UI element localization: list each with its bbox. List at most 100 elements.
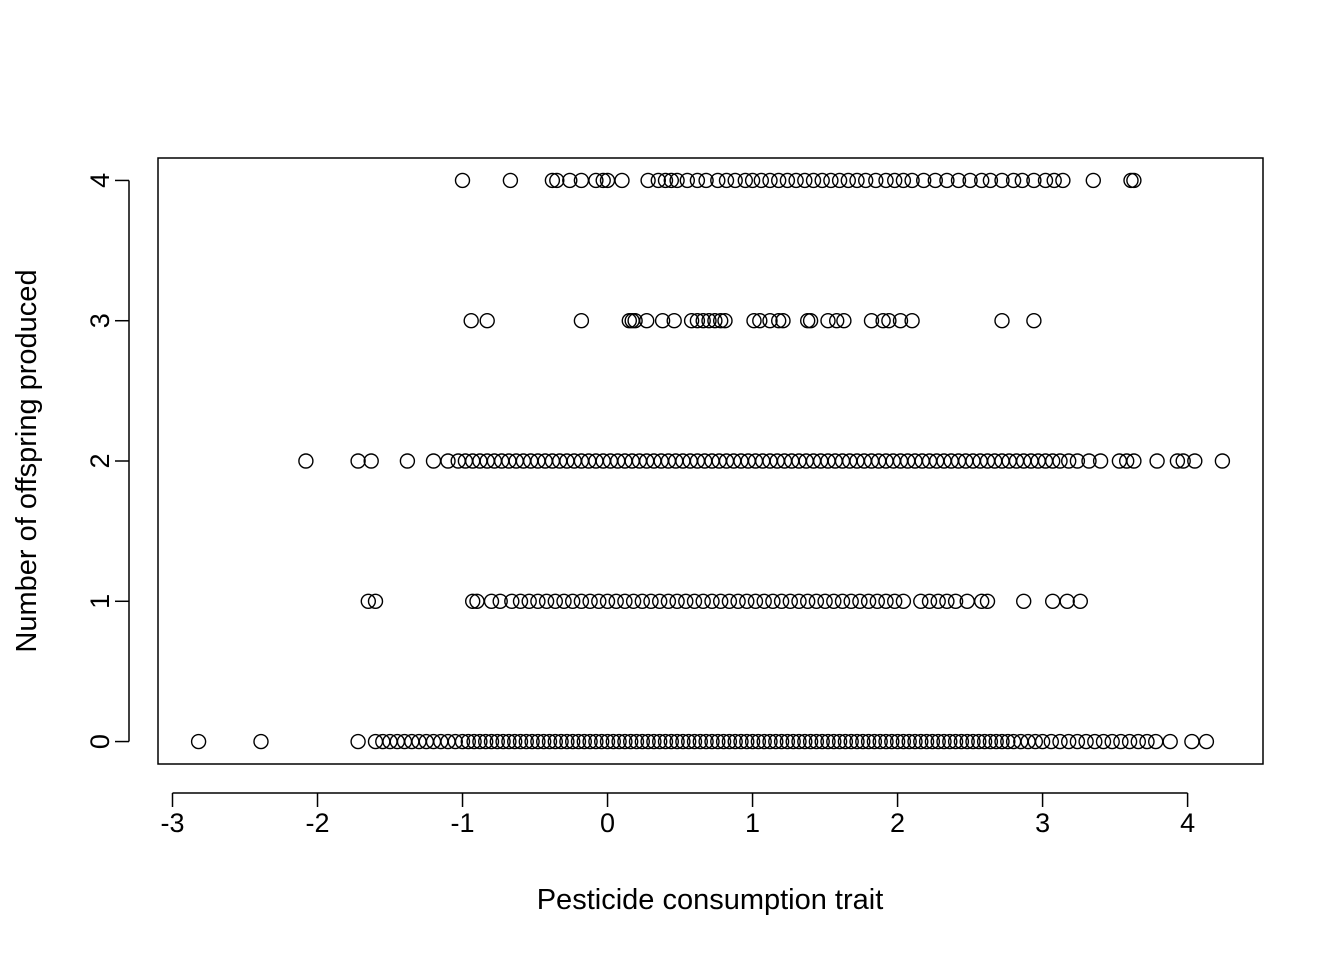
data-point <box>884 733 900 750</box>
data-point <box>695 593 711 609</box>
plot-frame <box>157 157 1264 765</box>
data-point <box>904 313 920 329</box>
data-point <box>785 733 801 750</box>
data-point <box>570 733 587 750</box>
data-point <box>1069 453 1086 469</box>
data-point <box>913 733 929 750</box>
data-point <box>913 593 929 609</box>
data-point <box>692 733 708 750</box>
data-point <box>721 733 738 750</box>
data-point <box>916 172 932 189</box>
data-point <box>639 313 655 329</box>
x-tick-label: 4 <box>1180 808 1195 838</box>
data-point <box>836 313 852 329</box>
data-point <box>495 733 511 750</box>
data-point <box>1027 733 1044 750</box>
data-point <box>689 313 706 329</box>
data-point <box>483 593 500 609</box>
data-point <box>1069 733 1086 750</box>
data-point <box>826 593 842 609</box>
data-point <box>713 313 729 329</box>
data-point <box>820 733 836 750</box>
data-point <box>1198 733 1215 750</box>
x-tick-label: -1 <box>451 808 475 838</box>
data-point <box>634 733 650 750</box>
data-point <box>950 172 967 189</box>
data-point <box>536 733 552 750</box>
data-point <box>947 593 964 609</box>
data-point <box>797 733 813 750</box>
data-point <box>834 593 851 609</box>
data-point <box>617 733 633 750</box>
data-point <box>1044 453 1061 469</box>
data-point <box>608 593 624 609</box>
data-point <box>1059 593 1075 609</box>
data-point <box>669 733 685 750</box>
data-point <box>887 593 903 609</box>
data-point <box>942 733 958 750</box>
data-point <box>762 733 778 750</box>
data-point <box>565 733 581 750</box>
data-point <box>739 593 755 609</box>
data-point <box>982 733 999 750</box>
data-point <box>518 733 534 750</box>
data-point <box>573 313 590 329</box>
data-point <box>791 733 807 750</box>
data-point <box>1130 733 1147 750</box>
data-point <box>530 733 546 750</box>
data-point <box>1026 313 1042 329</box>
data-point <box>889 733 906 750</box>
data-point <box>947 733 964 750</box>
data-point <box>512 593 529 609</box>
data-points <box>190 172 1231 750</box>
data-point <box>483 733 500 750</box>
data-point <box>454 733 471 750</box>
data-point <box>930 593 946 609</box>
data-point <box>695 313 711 329</box>
data-point <box>588 172 604 189</box>
data-point <box>686 593 703 609</box>
data-point <box>576 733 592 750</box>
data-point <box>765 593 781 609</box>
data-point <box>466 733 482 750</box>
y-axis-title: Number of offspring produced <box>11 269 43 652</box>
data-point <box>953 733 970 750</box>
data-point <box>878 172 894 189</box>
data-point <box>689 172 706 189</box>
data-point <box>698 172 714 189</box>
data-point <box>1026 172 1042 189</box>
data-point <box>489 733 505 750</box>
data-point <box>1149 453 1165 469</box>
y-tick-label: 3 <box>85 313 115 328</box>
data-point <box>843 593 859 609</box>
data-point <box>994 733 1010 750</box>
data-point <box>733 733 749 750</box>
data-point <box>678 593 694 609</box>
data-point <box>562 172 578 189</box>
data-point <box>829 313 845 329</box>
data-point <box>895 172 912 189</box>
data-point <box>1175 453 1191 469</box>
x-axis-title: Pesticide consumption trait <box>537 884 884 916</box>
data-point <box>646 733 662 750</box>
data-point <box>858 172 874 189</box>
data-point <box>855 733 871 750</box>
x-tick-label: 1 <box>745 808 760 838</box>
data-point <box>502 172 519 189</box>
data-point <box>643 593 659 609</box>
data-point <box>849 733 865 750</box>
data-point <box>1055 172 1071 189</box>
data-point <box>599 733 616 750</box>
data-point <box>1113 733 1129 750</box>
data-point <box>460 733 476 750</box>
data-point <box>1169 453 1186 469</box>
data-point <box>1000 733 1016 750</box>
y-tick-label: 4 <box>85 173 115 188</box>
data-point <box>775 313 791 329</box>
data-point <box>1052 453 1068 469</box>
x-tick-label: -2 <box>306 808 330 838</box>
data-point <box>663 733 679 750</box>
data-point <box>1092 453 1109 469</box>
data-point <box>1046 172 1062 189</box>
